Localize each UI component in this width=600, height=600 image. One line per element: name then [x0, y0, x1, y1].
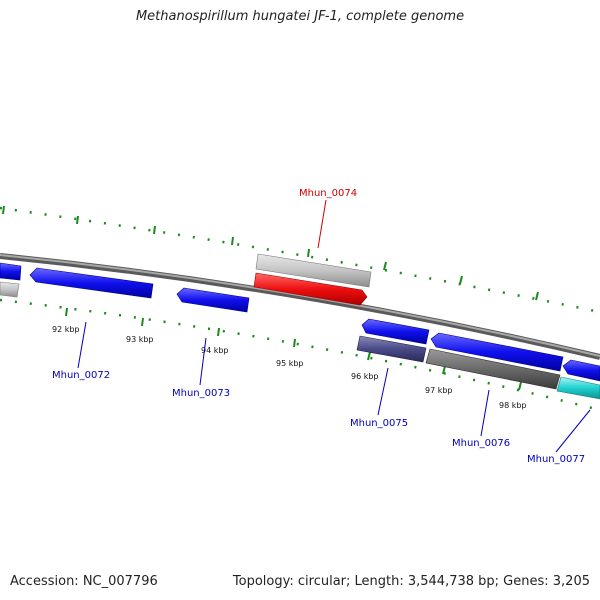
feature-mhun-0077-cds[interactable] — [562, 359, 600, 382]
feature-mhun-0075-gene[interactable] — [356, 335, 427, 363]
label-mhun-0072[interactable]: Mhun_0072 — [52, 370, 110, 381]
genome-backbone-highlight — [0, 254, 600, 357]
leader-mhun-0076 — [480, 389, 490, 437]
feature-left-edge-gene[interactable] — [0, 281, 20, 298]
scale-label-98: 98 kbp — [499, 401, 527, 410]
feature-mhun-0075-cds[interactable] — [361, 318, 430, 345]
label-mhun-0077[interactable]: Mhun_0077 — [527, 454, 585, 465]
feature-mhun-0077-gene[interactable] — [556, 376, 600, 400]
scale-label-92: 92 kbp — [52, 325, 80, 334]
accession-label: Accession: NC_007796 — [10, 574, 158, 589]
leader-mhun-0072 — [77, 321, 87, 369]
feature-mhun-0074-gene[interactable] — [255, 253, 372, 288]
label-mhun-0073[interactable]: Mhun_0073 — [172, 388, 230, 399]
label-mhun-0076[interactable]: Mhun_0076 — [452, 438, 510, 449]
map-title: Methanospirillum hungatei JF-1, complete… — [135, 9, 465, 24]
scale-label-93: 93 kbp — [126, 335, 154, 344]
leader-mhun-0075 — [377, 367, 389, 416]
leader-mhun-0074 — [317, 199, 327, 249]
scale-label-97: 97 kbp — [425, 386, 453, 395]
leader-mhun-0073 — [199, 337, 207, 386]
label-mhun-0075[interactable]: Mhun_0075 — [350, 418, 408, 429]
scale-label-96: 96 kbp — [351, 372, 379, 381]
feature-mhun-0076-gene[interactable] — [425, 348, 561, 390]
inner-major-ticks — [65, 307, 522, 391]
feature-mhun-0076-cds[interactable] — [430, 332, 564, 372]
scale-label-94: 94 kbp — [201, 346, 229, 355]
leader-mhun-0077 — [555, 409, 591, 453]
feature-left-edge-cds[interactable] — [0, 262, 22, 281]
feature-mhun-0074-cds[interactable] — [253, 272, 368, 306]
outer-major-ticks — [2, 205, 539, 301]
scale-label-95: 95 kbp — [276, 359, 304, 368]
feature-mhun-0072[interactable] — [29, 267, 154, 299]
genome-summary: Topology: circular; Length: 3,544,738 bp… — [232, 574, 590, 589]
label-mhun-0074[interactable]: Mhun_0074 — [299, 188, 357, 199]
feature-mhun-0073[interactable] — [176, 287, 250, 313]
